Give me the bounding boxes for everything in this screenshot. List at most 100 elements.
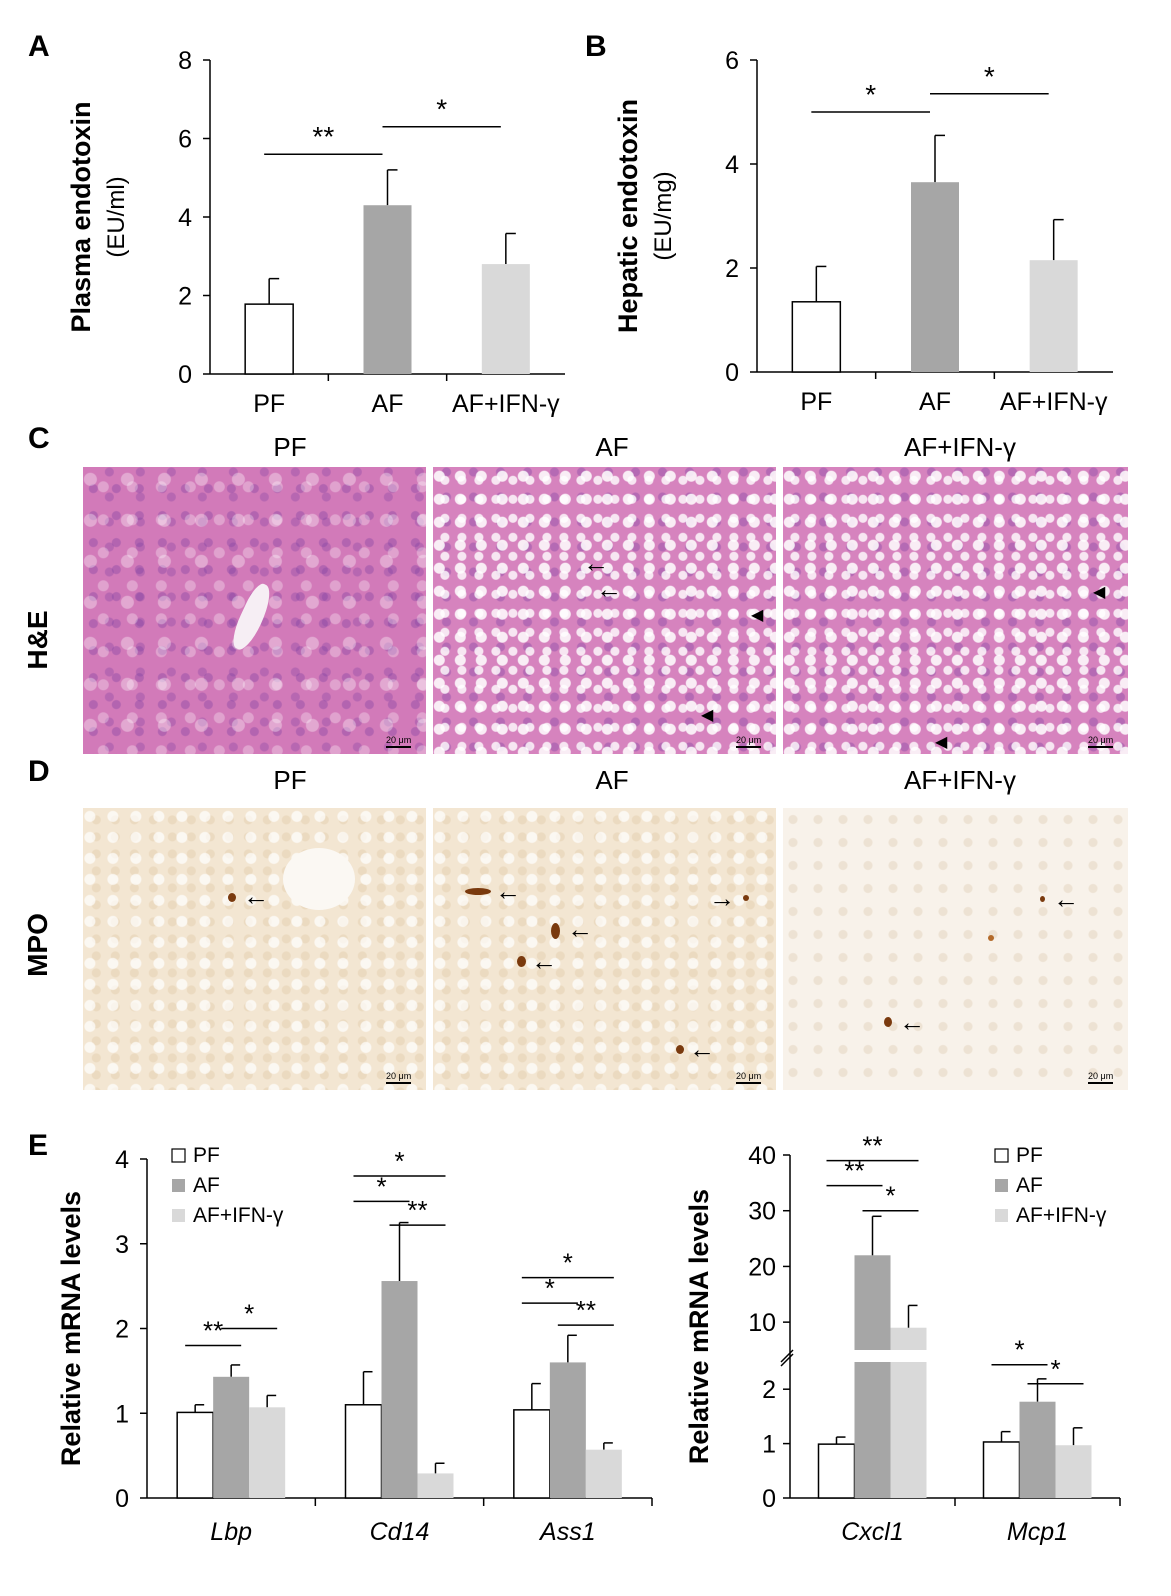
- mpo-image-af: ← ← ← → ← 20 μm: [433, 808, 776, 1090]
- mpo-positive-cell: [1040, 896, 1045, 902]
- legend-label: PF: [1016, 1144, 1043, 1167]
- panel-letter-c: C: [28, 422, 50, 455]
- arrow-icon: ←: [531, 946, 557, 976]
- arrow-icon: ←: [689, 1034, 715, 1064]
- y-tick-label: 2: [115, 1316, 129, 1344]
- y-axis-title: Relative mRNA levels: [684, 1189, 714, 1464]
- y-axis-unit: (EU/ml): [103, 176, 130, 257]
- arrowhead-icon: ◀: [751, 607, 764, 624]
- significance-label: **: [844, 1156, 864, 1186]
- significance-label: **: [862, 1131, 882, 1161]
- panel-letter-e: E: [28, 1129, 48, 1162]
- bar-af: [381, 1281, 418, 1498]
- bar-af+ifn-γ: [1029, 260, 1078, 372]
- micrograph-panels: C D PF AF AF+IFN-γ PF AF AF+IFN-γ H&E MP…: [22, 422, 1128, 1090]
- scale-bar: 20 μm: [736, 735, 762, 748]
- legend-swatch: [172, 1179, 185, 1192]
- bar-pf: [982, 1441, 1021, 1499]
- scale-bar: 20 μm: [1088, 735, 1114, 748]
- he-image-af: ← ← ◀ ◀ 20 μm: [433, 467, 776, 754]
- y-tick-label: 2: [178, 283, 192, 311]
- stained-spot: [988, 935, 994, 941]
- significance-label: *: [984, 61, 995, 92]
- x-category-label: Ass1: [538, 1518, 596, 1546]
- scale-bar: 20 μm: [736, 1071, 762, 1084]
- bar-af: [363, 205, 412, 374]
- central-vein: [227, 580, 277, 654]
- bar-pf: [244, 303, 294, 375]
- y-axis-title: Relative mRNA levels: [56, 1191, 86, 1466]
- significance-label: **: [312, 121, 334, 152]
- legend-label: AF: [193, 1174, 220, 1197]
- x-category-label: PF: [800, 388, 832, 416]
- y-tick-label: 1: [762, 1431, 776, 1459]
- bar-af: [213, 1376, 250, 1498]
- significance-label: *: [244, 1299, 254, 1329]
- arrow-icon: ←: [583, 548, 609, 578]
- y-tick-label: 6: [178, 126, 192, 154]
- arrow-icon: ←: [1053, 884, 1079, 914]
- significance-label: *: [865, 79, 876, 110]
- bar-pf: [513, 1409, 551, 1499]
- legend-label: AF+IFN-γ: [193, 1204, 284, 1227]
- legend-swatch: [995, 1179, 1008, 1192]
- y-tick-label: 8: [178, 47, 192, 75]
- x-category-label: Cxcl1: [841, 1518, 904, 1546]
- legend-label: AF: [1016, 1174, 1043, 1197]
- legend-swatch: [172, 1209, 185, 1222]
- stain-label-he: H&E: [22, 610, 53, 670]
- x-category-label: AF: [372, 390, 404, 418]
- arrow-icon: ←: [243, 881, 269, 911]
- y-axis-unit: (EU/mg): [650, 171, 677, 260]
- bar-af: [1019, 1401, 1056, 1498]
- scale-bar: 20 μm: [386, 1071, 412, 1084]
- column-label-af-ifn-c: AF+IFN-γ: [904, 432, 1016, 462]
- legend-label: PF: [193, 1144, 220, 1167]
- x-category-label: AF+IFN-γ: [1000, 388, 1108, 416]
- he-image-pf: 20 μm: [83, 467, 426, 754]
- y-tick-label: 40: [748, 1142, 776, 1170]
- y-tick-label: 2: [762, 1376, 776, 1404]
- bar-af: [911, 182, 959, 372]
- column-label-pf-c: PF: [273, 432, 307, 462]
- bar-af+ifn-γ-upper: [890, 1327, 927, 1350]
- legend-swatch: [995, 1209, 1008, 1222]
- bar-pf: [791, 301, 842, 373]
- arrow-icon: ←: [899, 1007, 925, 1037]
- bar-af+ifn-γ: [249, 1407, 286, 1498]
- panel-letter-d: D: [28, 755, 50, 788]
- bar-af+ifn-γ: [481, 264, 530, 374]
- bar-pf: [817, 1443, 856, 1499]
- x-category-label: Mcp1: [1007, 1518, 1068, 1546]
- chart-b-hepatic-endotoxin: 0 2 4 6 PF AF AF+IFN-γ * * Hepatic endotoxin (EU/m…: [613, 47, 1113, 416]
- y-axis-title: Hepatic endotoxin: [613, 99, 643, 333]
- bar-pf: [176, 1411, 214, 1499]
- y-tick-label: 2: [725, 255, 739, 283]
- significance-label: *: [563, 1248, 573, 1278]
- mpo-positive-cell: [551, 923, 560, 939]
- x-category-label: Lbp: [210, 1518, 252, 1546]
- arrowhead-icon: ◀: [701, 707, 714, 724]
- x-category-label: AF: [919, 388, 951, 416]
- central-vein: [283, 848, 355, 910]
- y-tick-label: 1: [115, 1400, 129, 1428]
- x-category-label: AF+IFN-γ: [452, 390, 560, 418]
- axis-break-mark: [780, 1353, 794, 1367]
- y-tick-label: 0: [725, 359, 739, 387]
- arrowhead-icon: ◀: [1093, 584, 1106, 601]
- arrow-icon: →: [709, 883, 735, 913]
- arrow-icon: ←: [596, 574, 622, 604]
- bar-af-upper: [854, 1255, 891, 1350]
- x-category-label: Cd14: [370, 1518, 430, 1546]
- mpo-positive-cell: [743, 895, 749, 901]
- mpo-positive-cell: [884, 1017, 892, 1027]
- y-tick-label: 0: [178, 361, 192, 389]
- significance-label: **: [407, 1195, 427, 1225]
- significance-label: *: [885, 1181, 895, 1211]
- significance-label: *: [1050, 1354, 1060, 1384]
